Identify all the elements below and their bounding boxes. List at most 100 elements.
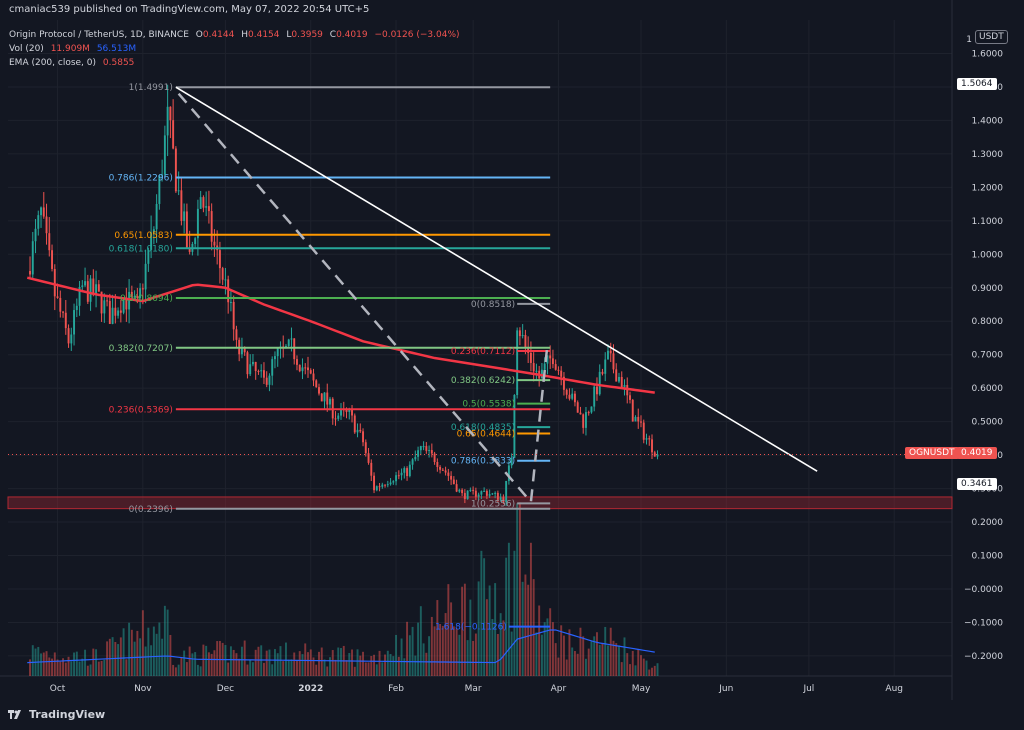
- candle-body: [356, 429, 359, 433]
- y-tick-label: 0.2000: [972, 518, 1004, 528]
- volume-legend[interactable]: Vol (20) 11.909M 56.513M: [9, 44, 136, 54]
- ema-legend[interactable]: EMA (200, close, 0) 0.5855: [9, 58, 134, 68]
- volume-bar: [122, 628, 125, 676]
- candle-body: [188, 247, 191, 252]
- candle-body: [433, 453, 436, 462]
- volume-bar: [428, 636, 431, 676]
- volume-bar: [623, 637, 626, 676]
- candle-body: [411, 459, 414, 465]
- candle-body: [265, 377, 268, 385]
- volume-bar: [549, 608, 552, 676]
- candle-body: [337, 415, 340, 419]
- volume-bar: [582, 636, 585, 676]
- volume-bar: [285, 642, 287, 676]
- candle-body: [477, 494, 480, 497]
- volume-bar: [282, 661, 285, 676]
- candle-body: [224, 279, 227, 281]
- volume-bar: [430, 616, 433, 676]
- volume-bar: [615, 643, 618, 676]
- candle-body: [117, 310, 120, 316]
- volume-bar: [345, 660, 348, 676]
- volume-bar: [232, 649, 235, 676]
- candle-body: [422, 446, 425, 448]
- candle-body: [554, 364, 557, 370]
- axis-currency-button[interactable]: USDT: [975, 30, 1008, 44]
- candle-body: [651, 439, 653, 453]
- candle-body: [546, 355, 549, 364]
- symbol-name: Origin Protocol / TetherUS, 1D, BINANCE: [9, 30, 189, 40]
- ema-line: [26, 276, 655, 394]
- volume-bar: [334, 659, 337, 676]
- fib-level-label: 0.382(0.6242): [451, 376, 515, 386]
- candle-body: [590, 406, 593, 413]
- candle-body: [210, 211, 213, 242]
- volume-bar: [130, 629, 133, 676]
- volume-bar: [551, 622, 554, 676]
- volume-bar: [384, 654, 387, 676]
- y-tick-label: 1.4000: [972, 116, 1004, 126]
- x-tick-label: Nov: [134, 684, 152, 694]
- candle-body: [370, 462, 373, 476]
- volume-bar: [510, 631, 513, 676]
- volume-bar: [177, 664, 180, 676]
- candle-body: [243, 347, 246, 353]
- y-tick-label: 0.6000: [972, 384, 1004, 394]
- candle-body: [579, 412, 582, 415]
- candle-body: [480, 491, 483, 495]
- candle-body: [452, 479, 455, 485]
- x-tick-label: Mar: [465, 684, 482, 694]
- volume-bar: [403, 658, 406, 676]
- volume-bar: [40, 653, 42, 676]
- volume-bar: [618, 645, 620, 676]
- candle-body: [298, 364, 301, 372]
- candle-body: [629, 395, 631, 400]
- volume-bar: [584, 658, 587, 676]
- candle-body: [348, 409, 351, 412]
- candle-body: [130, 291, 133, 298]
- volume-bar: [488, 585, 491, 676]
- candle-body: [397, 475, 400, 477]
- candle-body: [499, 497, 502, 500]
- candle-body: [103, 300, 106, 314]
- volume-bar: [103, 659, 106, 676]
- volume-bar: [527, 584, 530, 676]
- candle-body: [612, 353, 615, 370]
- candle-body: [491, 493, 494, 495]
- candle-body: [381, 484, 384, 487]
- candle-body: [364, 442, 367, 454]
- candle-body: [34, 228, 37, 242]
- candle-body: [180, 190, 183, 221]
- candle-body: [362, 431, 364, 443]
- candle-body: [395, 475, 398, 482]
- dashed-projection-line: [177, 92, 549, 505]
- volume-bar: [477, 581, 480, 676]
- high-label: H: [241, 30, 249, 40]
- volume-bar: [213, 650, 216, 676]
- low-label: L: [286, 30, 292, 40]
- symbol-legend[interactable]: Origin Protocol / TetherUS, 1D, BINANCE …: [9, 30, 460, 40]
- volume-bar: [480, 550, 483, 676]
- volume-bar: [163, 605, 166, 676]
- fib-level-label: 0.236(0.7112): [451, 347, 515, 357]
- volume-bar: [656, 663, 659, 676]
- volume-bar: [155, 633, 158, 676]
- volume-bar: [535, 632, 538, 676]
- volume-bar: [529, 542, 532, 676]
- candle-body: [141, 288, 144, 290]
- candle-body: [461, 489, 464, 494]
- candle-body: [158, 175, 161, 204]
- volume-bar: [152, 626, 155, 676]
- candle-body: [351, 409, 353, 416]
- candle-body: [229, 301, 232, 303]
- tradingview-logo[interactable]: TradingView: [8, 708, 105, 721]
- candle-body: [213, 241, 216, 246]
- volume-bar: [273, 649, 276, 676]
- volume-bar: [472, 640, 475, 676]
- volume-bar: [340, 648, 342, 676]
- volume-bar: [128, 622, 131, 676]
- volume-bar: [406, 621, 409, 676]
- volume-bar: [70, 661, 73, 676]
- candle-body: [125, 297, 128, 310]
- close-label: C: [329, 30, 337, 40]
